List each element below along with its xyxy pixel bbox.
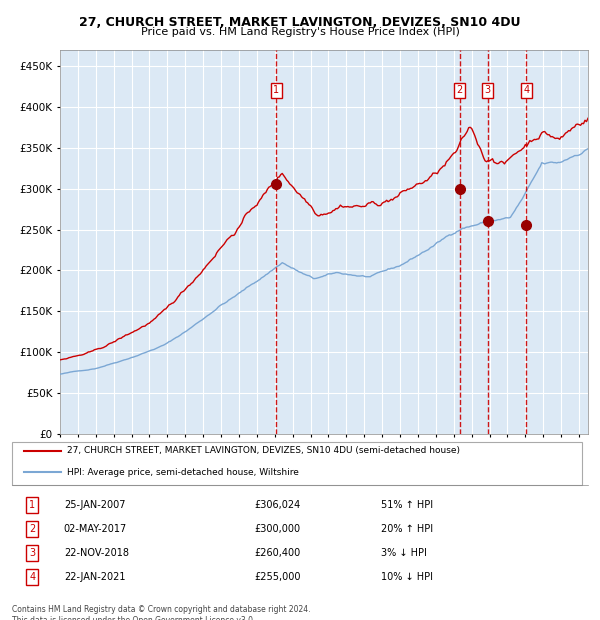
Text: 25-JAN-2007: 25-JAN-2007: [64, 500, 125, 510]
Text: £300,000: £300,000: [254, 524, 300, 534]
Text: 27, CHURCH STREET, MARKET LAVINGTON, DEVIZES, SN10 4DU (semi-detached house): 27, CHURCH STREET, MARKET LAVINGTON, DEV…: [67, 446, 460, 455]
Text: 10% ↓ HPI: 10% ↓ HPI: [380, 572, 433, 582]
Text: 4: 4: [29, 572, 35, 582]
Text: 3% ↓ HPI: 3% ↓ HPI: [380, 548, 427, 558]
Text: £255,000: £255,000: [254, 572, 301, 582]
Text: 02-MAY-2017: 02-MAY-2017: [64, 524, 127, 534]
Text: 1: 1: [273, 86, 279, 95]
Text: £306,024: £306,024: [254, 500, 300, 510]
Text: 3: 3: [485, 86, 491, 95]
Text: £260,400: £260,400: [254, 548, 300, 558]
FancyBboxPatch shape: [12, 442, 582, 485]
Text: 22-JAN-2021: 22-JAN-2021: [64, 572, 125, 582]
Text: 2: 2: [29, 524, 35, 534]
Text: 22-NOV-2018: 22-NOV-2018: [64, 548, 129, 558]
Text: Price paid vs. HM Land Registry's House Price Index (HPI): Price paid vs. HM Land Registry's House …: [140, 27, 460, 37]
Text: 51% ↑ HPI: 51% ↑ HPI: [380, 500, 433, 510]
Text: 27, CHURCH STREET, MARKET LAVINGTON, DEVIZES, SN10 4DU: 27, CHURCH STREET, MARKET LAVINGTON, DEV…: [79, 16, 521, 29]
Text: HPI: Average price, semi-detached house, Wiltshire: HPI: Average price, semi-detached house,…: [67, 468, 299, 477]
Text: 3: 3: [29, 548, 35, 558]
Text: 20% ↑ HPI: 20% ↑ HPI: [380, 524, 433, 534]
Text: Contains HM Land Registry data © Crown copyright and database right 2024.
This d: Contains HM Land Registry data © Crown c…: [12, 605, 311, 620]
Text: 2: 2: [457, 86, 463, 95]
Text: 1: 1: [29, 500, 35, 510]
Text: 4: 4: [523, 86, 529, 95]
